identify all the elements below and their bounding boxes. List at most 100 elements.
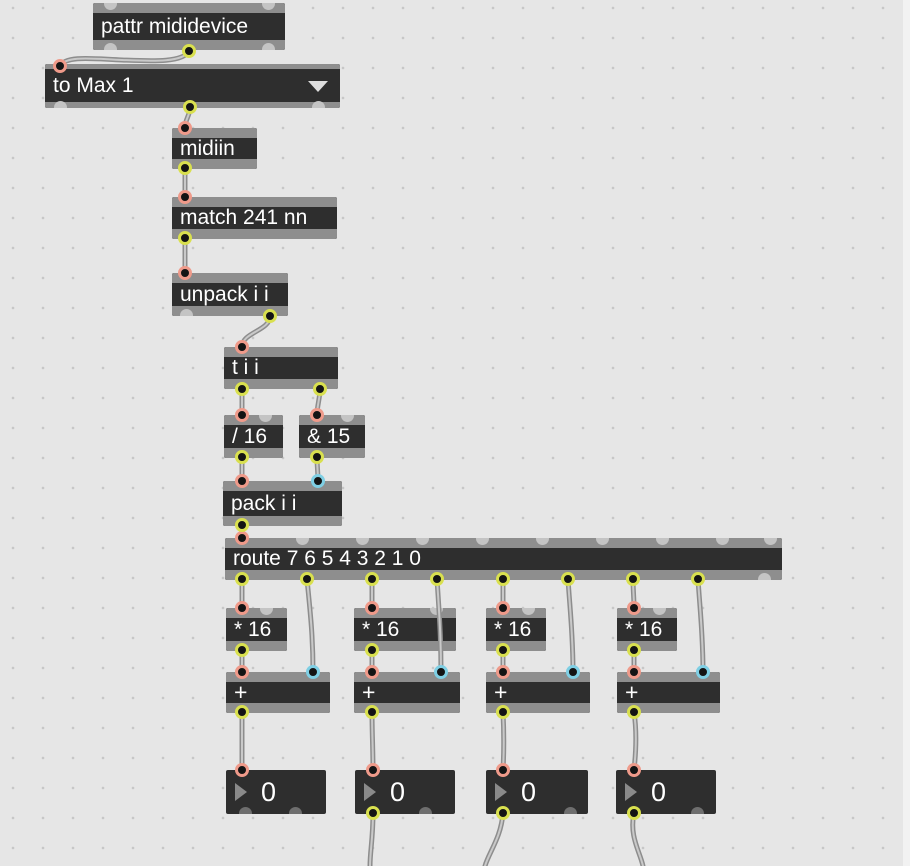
outlet-port[interactable] (300, 572, 314, 586)
object-box-multiply-3[interactable]: * 16 (486, 608, 546, 651)
number-box-1[interactable]: 0 (226, 770, 326, 814)
inlet-port[interactable] (696, 665, 710, 679)
outlet-stub[interactable] (262, 43, 275, 50)
outlet-strip (617, 703, 720, 713)
inlet-stub[interactable] (262, 3, 275, 10)
inlet-strip (93, 3, 285, 13)
outlet-port[interactable] (626, 572, 640, 586)
object-box-match[interactable]: match 241 nn (172, 197, 337, 239)
inlet-stub[interactable] (341, 415, 354, 422)
outlet-stub[interactable] (419, 807, 432, 814)
inlet-port[interactable] (235, 340, 249, 354)
inlet-port[interactable] (311, 474, 325, 488)
object-box-pack[interactable]: pack i i (223, 481, 342, 526)
inlet-port[interactable] (627, 763, 641, 777)
inlet-port[interactable] (235, 601, 249, 615)
outlet-port[interactable] (235, 572, 249, 586)
outlet-port[interactable] (313, 382, 327, 396)
inlet-port[interactable] (235, 531, 249, 545)
outlet-port[interactable] (365, 643, 379, 657)
inlet-port[interactable] (178, 190, 192, 204)
inlet-port[interactable] (310, 408, 324, 422)
inlet-port[interactable] (627, 601, 641, 615)
outlet-port[interactable] (366, 806, 380, 820)
inlet-stub[interactable] (764, 538, 777, 545)
outlet-port[interactable] (561, 572, 575, 586)
inlet-stub[interactable] (716, 538, 729, 545)
outlet-port[interactable] (235, 450, 249, 464)
object-box-unpack[interactable]: unpack i i (172, 273, 288, 316)
outlet-port[interactable] (627, 705, 641, 719)
outlet-port[interactable] (263, 309, 277, 323)
outlet-stub[interactable] (564, 807, 577, 814)
outlet-port[interactable] (365, 572, 379, 586)
outlet-port[interactable] (496, 643, 510, 657)
outlet-port[interactable] (183, 100, 197, 114)
outlet-port[interactable] (496, 806, 510, 820)
outlet-port[interactable] (627, 643, 641, 657)
inlet-port[interactable] (434, 665, 448, 679)
inlet-port[interactable] (496, 665, 510, 679)
inlet-stub[interactable] (653, 608, 666, 615)
inlet-stub[interactable] (260, 608, 273, 615)
inlet-port[interactable] (566, 665, 580, 679)
outlet-stub[interactable] (104, 43, 117, 50)
object-box-multiply-4[interactable]: * 16 (617, 608, 677, 651)
outlet-strip (354, 703, 460, 713)
outlet-stub[interactable] (312, 101, 325, 108)
outlet-stub[interactable] (289, 807, 302, 814)
inlet-stub[interactable] (522, 608, 535, 615)
inlet-port[interactable] (178, 266, 192, 280)
outlet-stub[interactable] (239, 807, 252, 814)
inlet-stub[interactable] (356, 538, 369, 545)
outlet-port[interactable] (365, 705, 379, 719)
outlet-port[interactable] (178, 161, 192, 175)
inlet-port[interactable] (235, 763, 249, 777)
inlet-port[interactable] (235, 474, 249, 488)
inlet-port[interactable] (496, 763, 510, 777)
inlet-port[interactable] (235, 408, 249, 422)
outlet-port[interactable] (182, 44, 196, 58)
outlet-stub[interactable] (691, 807, 704, 814)
outlet-port[interactable] (627, 806, 641, 820)
inlet-stub[interactable] (536, 538, 549, 545)
object-box-bitand[interactable]: & 15 (299, 415, 365, 458)
outlet-port[interactable] (235, 705, 249, 719)
outlet-port[interactable] (235, 382, 249, 396)
inlet-port[interactable] (627, 665, 641, 679)
outlet-stub[interactable] (758, 573, 771, 580)
inlet-stub[interactable] (596, 538, 609, 545)
inlet-stub[interactable] (476, 538, 489, 545)
inlet-port[interactable] (235, 665, 249, 679)
inlet-stub[interactable] (104, 3, 117, 10)
outlet-stub[interactable] (180, 309, 193, 316)
inlet-stub[interactable] (416, 538, 429, 545)
outlet-port[interactable] (691, 572, 705, 586)
object-box-divide[interactable]: / 16 (224, 415, 283, 458)
inlet-port[interactable] (178, 121, 192, 135)
outlet-stub[interactable] (54, 101, 67, 108)
object-box-pattr[interactable]: pattr mididevice (93, 3, 285, 50)
dropdown-arrow-icon[interactable] (308, 81, 328, 92)
outlet-port[interactable] (310, 450, 324, 464)
object-box-multiply-1[interactable]: * 16 (226, 608, 287, 651)
outlet-strip (224, 379, 338, 389)
outlet-port[interactable] (235, 518, 249, 532)
inlet-port[interactable] (496, 601, 510, 615)
outlet-port[interactable] (496, 572, 510, 586)
inlet-port[interactable] (53, 59, 67, 73)
outlet-strip (617, 641, 677, 651)
inlet-port[interactable] (306, 665, 320, 679)
inlet-stub[interactable] (296, 538, 309, 545)
inlet-stub[interactable] (259, 415, 272, 422)
outlet-port[interactable] (235, 643, 249, 657)
inlet-stub[interactable] (656, 538, 669, 545)
inlet-port[interactable] (365, 601, 379, 615)
outlet-port[interactable] (178, 231, 192, 245)
outlet-port[interactable] (430, 572, 444, 586)
inlet-port[interactable] (365, 665, 379, 679)
outlet-port[interactable] (496, 705, 510, 719)
inlet-port[interactable] (366, 763, 380, 777)
